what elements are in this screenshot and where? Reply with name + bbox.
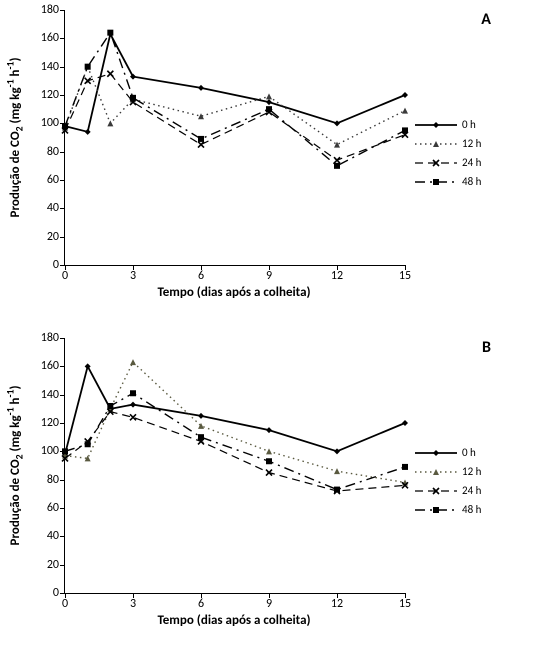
x-tick-label: 9	[266, 269, 272, 283]
series-svg	[65, 10, 405, 265]
y-tick-label: 180	[41, 3, 59, 17]
y-tick-label: 100	[41, 116, 59, 130]
x-tick-label: 0	[62, 269, 68, 283]
legend-item: 24 h	[415, 153, 481, 172]
legend-swatch	[415, 157, 457, 169]
y-tick-label: 160	[41, 31, 59, 45]
chart-container: A02040608010012014016018003691215Produçã…	[0, 0, 549, 656]
y-tick-label: 0	[53, 586, 59, 600]
legend-label: 48 h	[462, 503, 481, 516]
legend-item: 48 h	[415, 500, 481, 519]
x-tick-label: 3	[130, 269, 136, 283]
y-tick	[60, 480, 65, 481]
x-tick-label: 9	[266, 597, 272, 611]
y-tick	[60, 237, 65, 238]
plot-area: 02040608010012014016018003691215	[64, 10, 405, 266]
y-tick	[60, 508, 65, 509]
legend-label: 0 h	[462, 118, 476, 131]
y-tick	[60, 536, 65, 537]
y-tick-label: 140	[41, 60, 59, 74]
legend-label: 24 h	[462, 156, 481, 169]
y-tick-label: 100	[41, 444, 59, 458]
panel-letter: B	[482, 338, 491, 357]
legend: 0 h 12 h 24 h 48 h	[415, 443, 481, 519]
legend-label: 12 h	[462, 465, 481, 478]
legend-label: 24 h	[462, 484, 481, 497]
y-tick	[60, 180, 65, 181]
panel-letter: A	[481, 10, 491, 29]
panel-b: B02040608010012014016018003691215Produçã…	[0, 328, 549, 656]
legend-item: 24 h	[415, 481, 481, 500]
legend-label: 0 h	[462, 446, 476, 459]
legend-swatch	[415, 504, 457, 516]
y-tick	[60, 565, 65, 566]
x-tick-label: 12	[331, 597, 343, 611]
y-tick	[60, 423, 65, 424]
series-svg	[65, 338, 405, 593]
y-tick-label: 20	[47, 230, 59, 244]
legend: 0 h 12 h 24 h 48 h	[415, 115, 481, 191]
legend-swatch	[415, 485, 457, 497]
x-tick-label: 6	[198, 269, 204, 283]
x-tick-label: 12	[331, 269, 343, 283]
y-tick-label: 140	[41, 388, 59, 402]
legend-label: 12 h	[462, 137, 481, 150]
legend-swatch	[415, 447, 457, 459]
legend-swatch	[415, 466, 457, 478]
legend-item: 48 h	[415, 172, 481, 191]
y-tick-label: 180	[41, 331, 59, 345]
x-tick-label: 0	[62, 597, 68, 611]
y-tick	[60, 95, 65, 96]
y-axis-label: Produção de CO2 (mg kg-1 h-1)	[5, 338, 25, 593]
y-tick-label: 0	[53, 258, 59, 272]
x-tick-label: 15	[399, 597, 411, 611]
x-axis-label: Tempo (dias após a colheita)	[64, 613, 404, 628]
y-tick	[60, 338, 65, 339]
y-tick-label: 40	[47, 201, 59, 215]
y-tick	[60, 123, 65, 124]
panel-a: A02040608010012014016018003691215Produçã…	[0, 0, 549, 328]
legend-swatch	[415, 176, 457, 188]
y-tick-label: 160	[41, 359, 59, 373]
y-tick-label: 40	[47, 529, 59, 543]
legend-label: 48 h	[462, 175, 481, 188]
legend-swatch	[415, 119, 457, 131]
y-tick	[60, 67, 65, 68]
y-axis-label: Produção de CO2 (mg kg-1 h-1)	[5, 10, 25, 265]
x-tick-label: 6	[198, 597, 204, 611]
y-tick-label: 120	[41, 416, 59, 430]
x-axis-label: Tempo (dias após a colheita)	[64, 285, 404, 300]
y-tick	[60, 395, 65, 396]
legend-item: 12 h	[415, 134, 481, 153]
y-tick	[60, 10, 65, 11]
y-tick	[60, 451, 65, 452]
y-tick-label: 60	[47, 173, 59, 187]
x-tick-label: 3	[130, 597, 136, 611]
x-tick-label: 15	[399, 269, 411, 283]
y-tick-label: 60	[47, 501, 59, 515]
y-tick	[60, 38, 65, 39]
y-tick	[60, 366, 65, 367]
legend-item: 0 h	[415, 115, 481, 134]
plot-area: 02040608010012014016018003691215	[64, 338, 405, 594]
y-tick-label: 20	[47, 558, 59, 572]
y-tick	[60, 208, 65, 209]
legend-swatch	[415, 138, 457, 150]
legend-item: 0 h	[415, 443, 481, 462]
y-tick-label: 80	[47, 473, 59, 487]
y-tick-label: 80	[47, 145, 59, 159]
y-tick	[60, 152, 65, 153]
legend-item: 12 h	[415, 462, 481, 481]
y-tick-label: 120	[41, 88, 59, 102]
